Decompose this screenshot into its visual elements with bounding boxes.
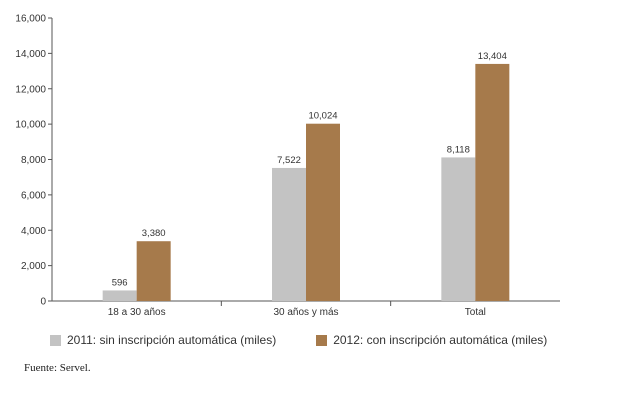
- legend-item-2011: 2011: sin inscripción automática (miles): [50, 333, 276, 347]
- data-label: 596: [112, 277, 128, 288]
- legend: 2011: sin inscripción automática (miles)…: [50, 333, 547, 347]
- y-tick-label: 8,000: [21, 155, 46, 166]
- data-label: 10,024: [308, 111, 337, 122]
- legend-swatch-2011: [50, 334, 61, 346]
- y-tick-label: 2,000: [21, 261, 46, 272]
- legend-item-2012: 2012: con inscripción automática (miles): [316, 333, 547, 347]
- legend-label-2011: 2011: sin inscripción automática (miles): [67, 333, 277, 347]
- bar-2011: [272, 167, 306, 301]
- legend-label-2012: 2012: con inscripción automática (miles): [333, 333, 548, 347]
- data-label: 7,522: [277, 155, 301, 166]
- bar-chart: 0 2,000 4,000 6,000 8,000 10,000 12,000 14,000 1…: [15, 14, 560, 318]
- x-category-label: Total: [465, 307, 486, 318]
- y-tick-label: 0: [40, 297, 46, 308]
- bar-2012: [136, 241, 171, 301]
- y-tick-label: 12,000: [15, 84, 46, 95]
- bar-2012: [306, 123, 340, 301]
- source-note: Fuente: Servel.: [24, 362, 91, 374]
- bar-2011: [441, 157, 476, 301]
- bar-2012: [475, 63, 510, 302]
- x-category-label: 18 a 30 años: [108, 307, 166, 318]
- x-category-label: 30 años y más: [273, 307, 338, 318]
- y-tick-label: 6,000: [21, 190, 46, 201]
- bar-2011: [102, 290, 137, 301]
- y-tick-label: 16,000: [15, 14, 46, 25]
- data-label: 8,118: [447, 144, 470, 155]
- data-label: 3,380: [142, 228, 166, 239]
- y-tick-label: 14,000: [15, 49, 46, 60]
- data-label: 13,404: [478, 51, 507, 62]
- y-tick-label: 10,000: [15, 120, 46, 131]
- legend-swatch-2012: [316, 334, 328, 346]
- y-tick-label: 4,000: [21, 226, 46, 237]
